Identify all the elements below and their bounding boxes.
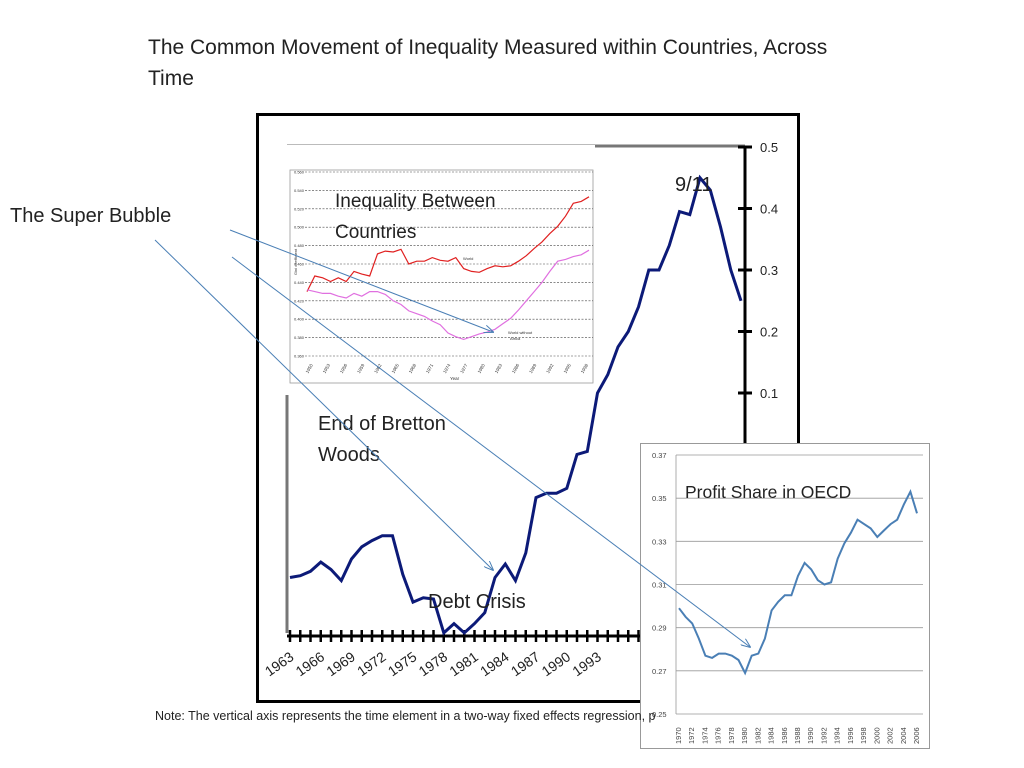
profit-y-tick-label: 0.37	[652, 451, 667, 460]
profit-y-tick-label: 0.33	[652, 537, 667, 546]
debt-crisis-label: Debt Crisis	[428, 591, 526, 613]
profit-x-tick-label: 1978	[727, 727, 736, 744]
main-y-tick-label: 0.3	[760, 263, 778, 278]
profit-y-tick-label: 0.31	[652, 581, 667, 590]
inset-x-tick-label: 1992	[545, 363, 555, 375]
inset-y-tick-label: 0.520	[294, 206, 305, 211]
main-chart-frame	[256, 113, 800, 703]
profit-y-tick-label: 0.25	[652, 710, 667, 719]
main-y-axis: 0.5 0.4 0.3 0.2 0.1	[738, 140, 778, 401]
slide-title: The Common Movement of Inequality Measur…	[148, 36, 828, 90]
world-without-africa-label-2: Africa	[510, 336, 521, 341]
inequality-between-countries-chart: 0.560 0.540 0.520 0.500 0.480 0.460 0.440 0.420…	[285, 145, 595, 395]
world-series-label: World	[463, 256, 473, 261]
inset-x-tick-label: 1953	[322, 363, 332, 375]
inset-x-tick-label: 1971	[425, 363, 435, 375]
inset-x-tick-labels: 1950 1953 1956 1959 1962 1965 1968 1971 1974 1977…	[305, 363, 590, 375]
bretton-woods-label-line2: Woods	[318, 444, 380, 466]
profit-share-title: Profit Share in OECD	[685, 482, 851, 502]
inset-x-tick-label: 1983	[494, 363, 504, 375]
profit-x-tick-label: 1972	[687, 727, 696, 744]
inset-x-tick-label: 1989	[528, 363, 538, 375]
profit-x-tick-label: 1988	[793, 727, 802, 744]
inset-x-tick-label: 1968	[408, 363, 418, 375]
main-series-line	[289, 174, 743, 636]
inset-x-tick-label: 1998	[580, 363, 590, 375]
footnote: Note: The vertical axis represents the t…	[155, 709, 655, 723]
inset-x-tick-label: 1974	[442, 363, 452, 375]
profit-x-tick-label: 2002	[886, 727, 895, 744]
inset-x-tick-label: 1995	[563, 363, 573, 375]
nine-eleven-label: 9/11	[675, 174, 712, 196]
profit-x-tick-label: 2004	[899, 727, 908, 744]
inset-gridlines	[305, 171, 593, 357]
inset-y-tick-label: 0.460	[294, 262, 305, 267]
profit-x-tick-label: 1992	[819, 727, 828, 744]
inset-y-tick-label: 0.420	[294, 298, 305, 303]
inset-y-tick-label: 0.400	[294, 317, 305, 322]
profit-y-tick-label: 0.27	[652, 667, 667, 676]
profit-x-tick-label: 1998	[859, 727, 868, 744]
profit-share-series-line	[678, 489, 918, 676]
profit-share-chart: 0.370.350.330.310.290.270.25 1970 1972 197…	[652, 451, 923, 744]
inset-x-tick-label: 1962	[373, 363, 383, 375]
inset-title-line1: Inequality Between	[335, 191, 496, 212]
profit-x-tick-label: 2000	[872, 727, 881, 744]
inset-x-tick-label: 1959	[356, 363, 366, 375]
profit-x-tick-label: 1984	[767, 727, 776, 744]
inset-x-tick-label: 1977	[459, 363, 469, 375]
arrow-to-profit-share	[231, 256, 750, 647]
inset-y-tick-label: 0.540	[294, 188, 305, 193]
inset-x-tick-label: 1986	[511, 363, 521, 375]
inset-title-line2: Countries	[335, 222, 416, 243]
arrow-to-inequality-between	[229, 229, 493, 332]
inset-x-tick-label: 1950	[305, 363, 315, 375]
profit-share-panel: 0.37 0.35 0.33 0.31 0.29 0.27 0.25 1970 1972 197…	[640, 443, 930, 749]
profit-gridlines	[675, 454, 923, 715]
profit-x-tick-label: 1974	[700, 727, 709, 744]
profit-x-tick-label: 1980	[740, 727, 749, 744]
bretton-woods-label-line1: End of Bretton	[318, 413, 446, 435]
world-without-africa-series-line	[306, 249, 590, 341]
inset-y-tick-labels: 0.560 0.540 0.520 0.500 0.480 0.460 0.440 0.420…	[294, 170, 305, 359]
inset-x-tick-label: 1980	[477, 363, 487, 375]
profit-x-tick-label: 1996	[846, 727, 855, 744]
inset-y-tick-label: 0.380	[294, 335, 305, 340]
inset-y-axis-title: Gini coefficient	[293, 248, 298, 275]
profit-x-tick-label: 2006	[912, 727, 921, 744]
world-series-line	[306, 196, 590, 292]
inset-y-tick-label: 0.500	[294, 225, 305, 230]
main-y-tick-label: 0.4	[760, 202, 778, 217]
profit-x-tick-label: 1982	[753, 727, 762, 744]
inset-plot-border	[289, 169, 594, 384]
inset-y-tick-label: 0.440	[294, 280, 305, 285]
profit-x-tick-label: 1994	[833, 727, 842, 744]
main-y-tick-label: 0.1	[760, 386, 778, 401]
profit-y-tick-labels: 0.37 0.35 0.33 0.31 0.29 0.27 0.25	[652, 451, 667, 719]
profit-x-tick-label: 1990	[806, 727, 815, 744]
profit-x-tick-label: 1970	[674, 727, 683, 744]
profit-y-tick-label: 0.29	[652, 624, 667, 633]
inset-y-tick-label: 0.560	[294, 170, 305, 175]
arrow-to-debt-crisis	[154, 239, 493, 570]
main-y-tick-label: 0.2	[760, 325, 778, 340]
super-bubble-label: The Super Bubble	[10, 205, 172, 227]
profit-x-tick-labels: 1970 1972 1974 1976 1978 1980 1982 1984 1986 1988…	[674, 727, 921, 744]
profit-x-tick-label: 1976	[714, 727, 723, 744]
inset-x-tick-label: 1965	[391, 363, 401, 375]
profit-y-tick-label: 0.35	[652, 494, 667, 503]
inset-y-tick-label: 0.360	[294, 354, 305, 359]
inset-y-tick-label: 0.480	[294, 243, 305, 248]
world-without-africa-label-1: World without	[508, 330, 533, 335]
inset-x-axis-title: Year	[450, 376, 460, 381]
profit-x-tick-label: 1986	[780, 727, 789, 744]
main-y-tick-label: 0.5	[760, 140, 778, 155]
inset-x-tick-label: 1956	[339, 363, 349, 375]
